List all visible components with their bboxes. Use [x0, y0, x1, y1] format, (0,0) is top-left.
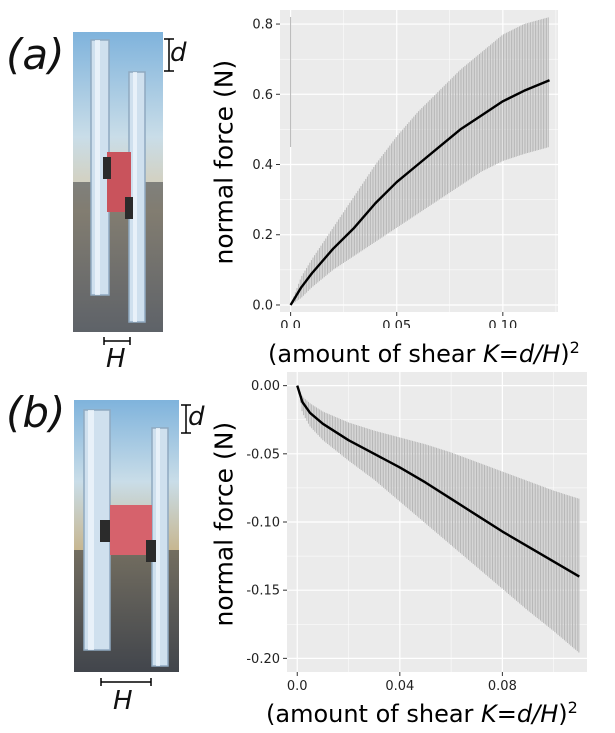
h-label-b: H: [113, 686, 133, 716]
h-dimension-bar-a: [103, 337, 131, 345]
chart-a-y-tick-label: 0.6: [252, 88, 273, 103]
chart-b-x-tick-label: 0.04: [385, 679, 414, 690]
chart-a-y-tick-label: 0.0: [252, 298, 273, 313]
chart-a-y-tick-label: 0.8: [252, 18, 273, 33]
chart-b: 0.0 0.04 0.08 0.00 -0.05 -0.10 -0.15 -0.20: [246, 372, 587, 690]
panel-a-letter: (a): [6, 30, 65, 79]
chart-b-y-tick-label: -0.10: [246, 516, 280, 531]
chart-b-y-tick-label: 0.00: [251, 379, 280, 394]
chart-b-y-tick-label: -0.20: [246, 652, 280, 667]
d-dimension-bar-b: [181, 404, 191, 434]
chart-b-x-tick-label: 0.0: [287, 679, 308, 690]
y-axis-label-a: normal force (N): [209, 59, 239, 265]
d-label-a: d: [170, 38, 187, 68]
h-dimension-bar-b: [100, 678, 152, 686]
chart-a-y-tick-label: 0.4: [252, 158, 273, 173]
chart-b-y-tick-label: -0.15: [246, 584, 280, 599]
chart-a: 0.0 0.05 0.10 0.0 0.2 0.4 0.6 0.8: [252, 10, 558, 328]
chart-a-x-tick-label: 0.10: [488, 319, 517, 328]
x-axis-label-a: (amount of shear K=d/H)2: [268, 338, 580, 368]
y-axis-label-b: normal force (N): [209, 421, 239, 627]
photo-a: [73, 32, 163, 332]
chart-a-y-tick-label: 0.2: [252, 228, 273, 243]
chart-a-x-tick-label: 0.0: [280, 319, 301, 328]
h-label-a: H: [106, 344, 126, 374]
chart-b-x-tick-label: 0.08: [488, 679, 517, 690]
panel-b-letter: (b): [6, 388, 66, 437]
photo-b: [74, 400, 179, 672]
chart-b-y-tick-label: -0.05: [246, 447, 280, 462]
chart-a-x-tick-label: 0.05: [382, 319, 411, 328]
chart-b-mean-line: [296, 385, 580, 578]
x-axis-label-b: (amount of shear K=d/H)2: [266, 698, 578, 728]
chart-a-mean-line: [289, 79, 550, 306]
d-label-b: d: [188, 402, 205, 432]
d-dimension-bar-a: [164, 38, 174, 72]
